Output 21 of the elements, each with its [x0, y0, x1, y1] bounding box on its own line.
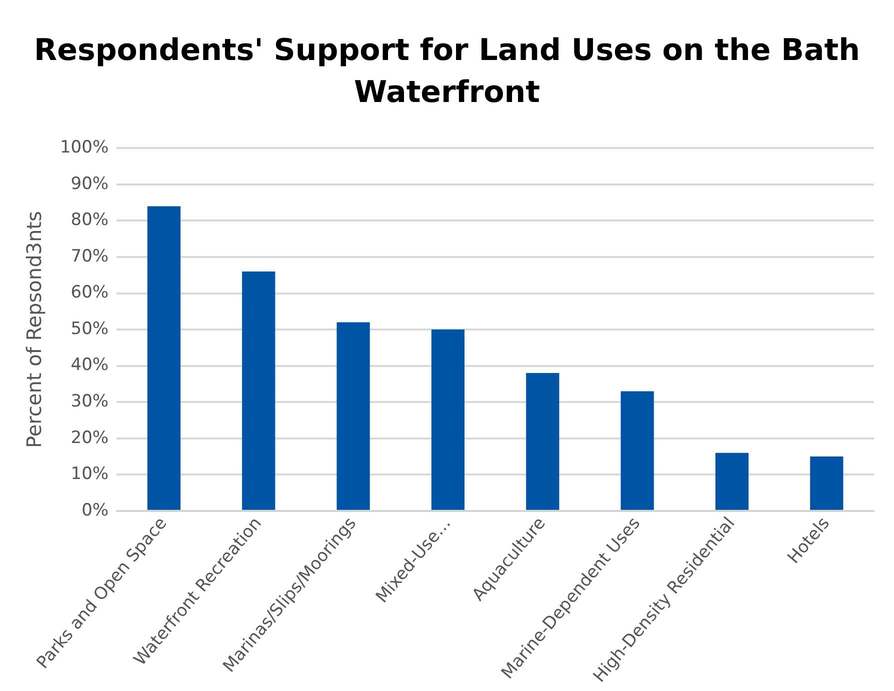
y-tick-label: 10%: [70, 464, 109, 484]
bar: [336, 322, 370, 510]
y-tick-label: 20%: [70, 428, 109, 448]
bar: [810, 456, 844, 510]
y-tick-label: 90%: [70, 174, 109, 194]
y-tick-label: 100%: [60, 138, 109, 158]
y-tick-label: 50%: [70, 318, 109, 339]
bar: [242, 272, 276, 510]
chart-title: Respondents' Support for Land Uses on the Bath Waterfront: [33, 32, 861, 112]
y-tick-label: 70%: [70, 246, 109, 266]
y-axis-title: Percent of Repsond3nts: [22, 211, 46, 448]
bar: [715, 452, 749, 510]
y-tick-label: 0%: [82, 500, 109, 520]
y-tick-label: 60%: [70, 282, 109, 303]
bar: [147, 206, 181, 510]
y-tick-label: 80%: [70, 210, 109, 230]
y-tick-label: 40%: [70, 355, 109, 376]
y-tick-label: 30%: [70, 391, 109, 412]
bar: [431, 330, 465, 510]
bar: [620, 391, 654, 510]
bar: [526, 373, 560, 510]
